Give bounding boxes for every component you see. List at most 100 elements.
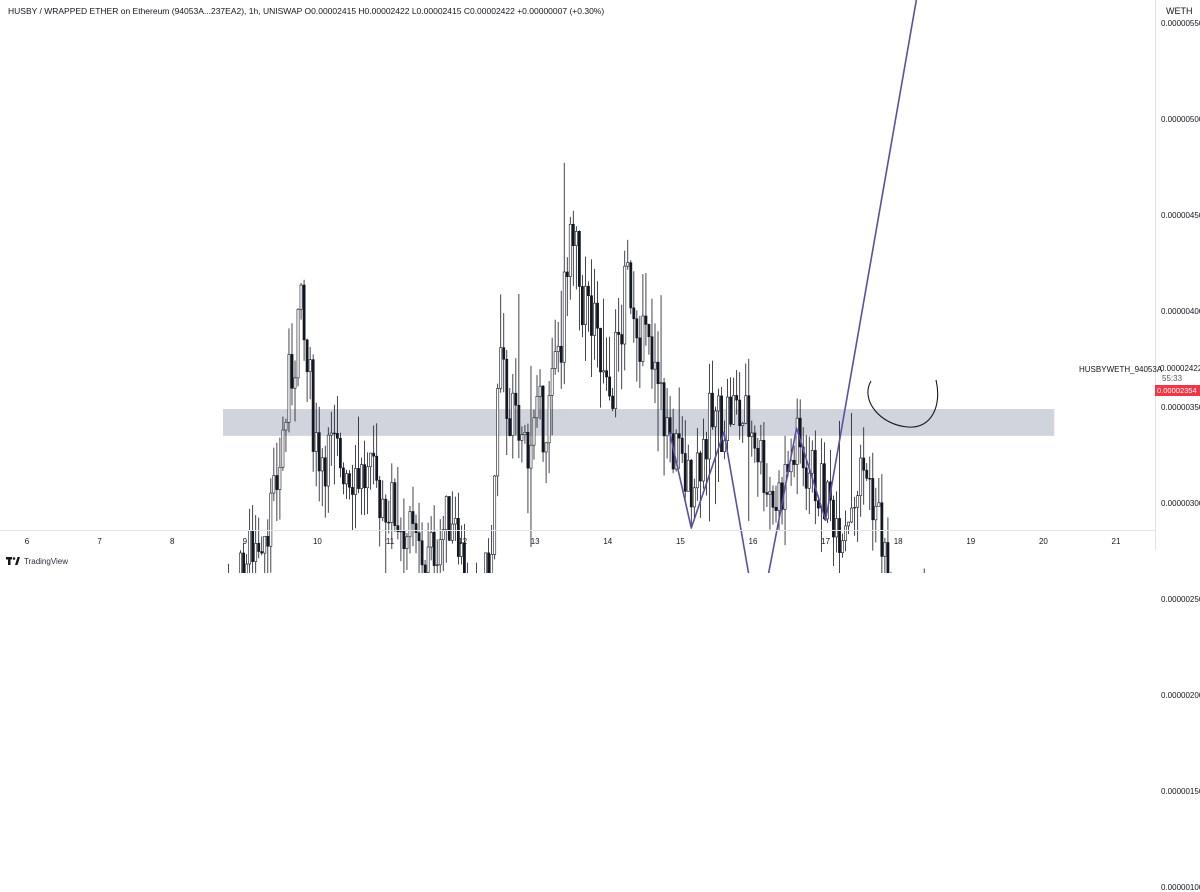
candle — [698, 450, 702, 518]
candles-layer — [228, 162, 925, 573]
candle-body-down — [599, 327, 602, 373]
candle — [257, 517, 261, 559]
candle-body-up — [835, 518, 838, 538]
candle — [372, 425, 376, 485]
candle-body-up — [695, 452, 699, 489]
candle-body-down — [756, 447, 760, 463]
candle-body-down — [378, 479, 382, 519]
candle — [644, 272, 648, 346]
candle — [278, 437, 282, 520]
candle — [629, 260, 633, 315]
candle — [363, 440, 366, 516]
candle-body-down — [508, 418, 512, 436]
tradingview-logo-icon — [6, 557, 20, 565]
candle-body-down — [502, 347, 506, 360]
symbol-title[interactable]: HUSBY / WRAPPED ETHER on Ethereum (94053… — [8, 6, 303, 16]
candle — [245, 554, 249, 573]
candle — [414, 514, 418, 554]
price-tick-label: 0.0000030000 — [1161, 499, 1200, 508]
candle — [653, 323, 657, 404]
candle — [408, 505, 412, 554]
candle — [417, 502, 421, 573]
candle-body-up — [254, 543, 258, 562]
candle — [378, 476, 382, 547]
candle — [242, 542, 245, 573]
candle — [686, 444, 690, 492]
candle — [360, 457, 363, 515]
candle-body-down — [662, 382, 666, 437]
candle — [317, 406, 321, 502]
candle — [847, 521, 850, 535]
price-tick-label: 0.0000020000 — [1161, 691, 1200, 700]
candle — [375, 423, 379, 488]
time-tick-label: 13 — [530, 537, 540, 546]
candle-body-up — [614, 331, 618, 409]
last-price-label: 0.00002422 — [1160, 364, 1200, 373]
candle — [556, 321, 560, 373]
candle-body-up — [496, 388, 500, 477]
candle-body-down — [832, 499, 835, 538]
symbol-legend[interactable]: HUSBY / WRAPPED ETHER on Ethereum (94053… — [8, 6, 604, 16]
candle-body-down — [311, 359, 315, 452]
candle — [850, 412, 854, 524]
candle-body-down — [753, 432, 757, 449]
candle — [550, 337, 554, 436]
candle-body-up — [278, 466, 282, 490]
candle-body-up — [239, 552, 242, 573]
candle — [366, 452, 370, 515]
candle — [487, 538, 491, 573]
candle — [290, 323, 294, 406]
candle — [493, 474, 497, 560]
candle-body-down — [541, 385, 545, 453]
candle-body-up — [535, 396, 539, 419]
candle-body-down — [868, 478, 872, 480]
candle-body-down — [738, 399, 742, 427]
candle-body-down — [720, 395, 723, 453]
candle-body-down — [317, 432, 321, 472]
price-chart[interactable] — [0, 0, 1200, 573]
candle-body-up — [369, 452, 373, 468]
candle-body-up — [584, 285, 587, 325]
candle — [568, 216, 572, 300]
candle-body-down — [765, 492, 769, 495]
candle-body-up — [281, 429, 285, 468]
candle-body-up — [329, 432, 333, 436]
time-tick-label: 9 — [242, 537, 248, 546]
price-axis[interactable]: 0.00000600000.00000550000.00000500000.00… — [1155, 0, 1200, 892]
candle-body-down — [683, 453, 687, 492]
resistance-zone-layer — [223, 409, 1055, 436]
candle — [342, 462, 345, 495]
candle-body-up — [245, 563, 249, 573]
candle — [590, 259, 593, 377]
time-axis[interactable]: 6 7 8 9 10 11 12 13 14 15 16 17 18 19 20 21 — [0, 530, 1155, 551]
candle — [692, 478, 696, 518]
candle — [838, 420, 841, 573]
candle — [771, 485, 775, 525]
candle-body-up — [284, 422, 288, 431]
candle — [538, 369, 542, 420]
candle — [275, 442, 279, 522]
candle — [753, 425, 757, 463]
candle-body-down — [384, 498, 388, 523]
candle — [756, 437, 760, 497]
candle-body-down — [608, 376, 612, 397]
candle-body-up — [441, 529, 445, 540]
candle-body-up — [287, 354, 291, 423]
candle — [835, 491, 838, 553]
candle — [517, 293, 521, 459]
price-tick-label: 0.0000015000 — [1161, 787, 1200, 796]
candle-body-down — [698, 452, 702, 482]
candle — [405, 532, 409, 570]
support-price-badge: 0.00002354 — [1155, 385, 1200, 396]
candle-body-down — [332, 432, 336, 435]
candle-body-down — [647, 324, 651, 337]
candle — [729, 377, 733, 427]
time-tick-label: 11 — [385, 537, 395, 546]
candle — [708, 363, 711, 522]
candle-body-down — [611, 395, 615, 409]
candle-body-down — [816, 500, 820, 509]
candle-body-up — [354, 468, 357, 495]
candle-body-up — [390, 482, 394, 523]
candle — [593, 268, 596, 360]
candle — [402, 498, 406, 573]
